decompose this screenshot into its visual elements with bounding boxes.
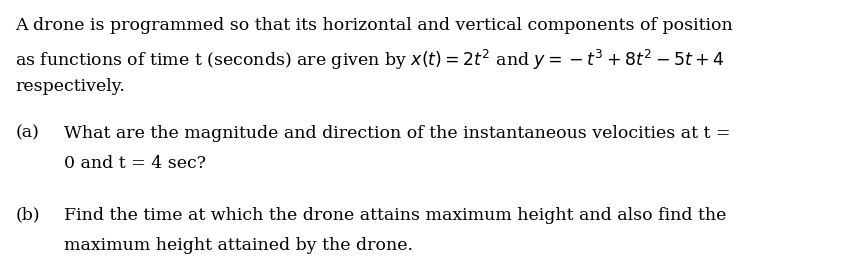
Text: maximum height attained by the drone.: maximum height attained by the drone. <box>64 237 413 254</box>
Text: (b): (b) <box>15 207 40 224</box>
Text: (a): (a) <box>15 125 39 142</box>
Text: A drone is programmed so that its horizontal and vertical components of position: A drone is programmed so that its horizo… <box>15 17 733 34</box>
Text: respectively.: respectively. <box>15 78 126 95</box>
Text: What are the magnitude and direction of the instantaneous velocities at t =: What are the magnitude and direction of … <box>64 125 730 142</box>
Text: as functions of time t (seconds) are given by $x(t) = 2t^2$ and $y = -t^3 + 8t^2: as functions of time t (seconds) are giv… <box>15 48 724 72</box>
Text: 0 and t = 4 sec?: 0 and t = 4 sec? <box>64 155 205 172</box>
Text: Find the time at which the drone attains maximum height and also find the: Find the time at which the drone attains… <box>64 207 726 224</box>
